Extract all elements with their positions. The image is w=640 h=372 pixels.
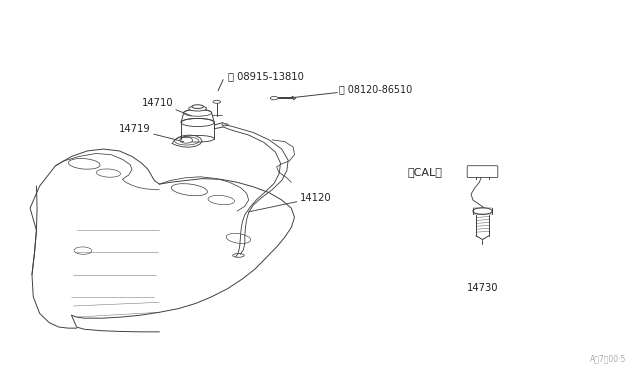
Text: 14730: 14730 <box>467 283 499 293</box>
Text: Aで7：00·5: Aで7：00·5 <box>589 355 626 363</box>
Text: ⓥ 08915-13810: ⓥ 08915-13810 <box>228 71 303 81</box>
Ellipse shape <box>270 96 278 100</box>
Ellipse shape <box>181 135 214 142</box>
Text: 14710: 14710 <box>141 97 191 116</box>
Text: 14120: 14120 <box>248 193 332 212</box>
Text: 14719: 14719 <box>119 125 184 142</box>
Ellipse shape <box>213 100 221 103</box>
FancyBboxPatch shape <box>467 166 498 177</box>
Text: （CAL）: （CAL） <box>408 167 443 177</box>
Ellipse shape <box>473 208 492 214</box>
Text: Ⓑ 08120-86510: Ⓑ 08120-86510 <box>339 84 412 94</box>
Ellipse shape <box>180 137 193 143</box>
Ellipse shape <box>189 106 207 111</box>
Ellipse shape <box>192 105 204 109</box>
